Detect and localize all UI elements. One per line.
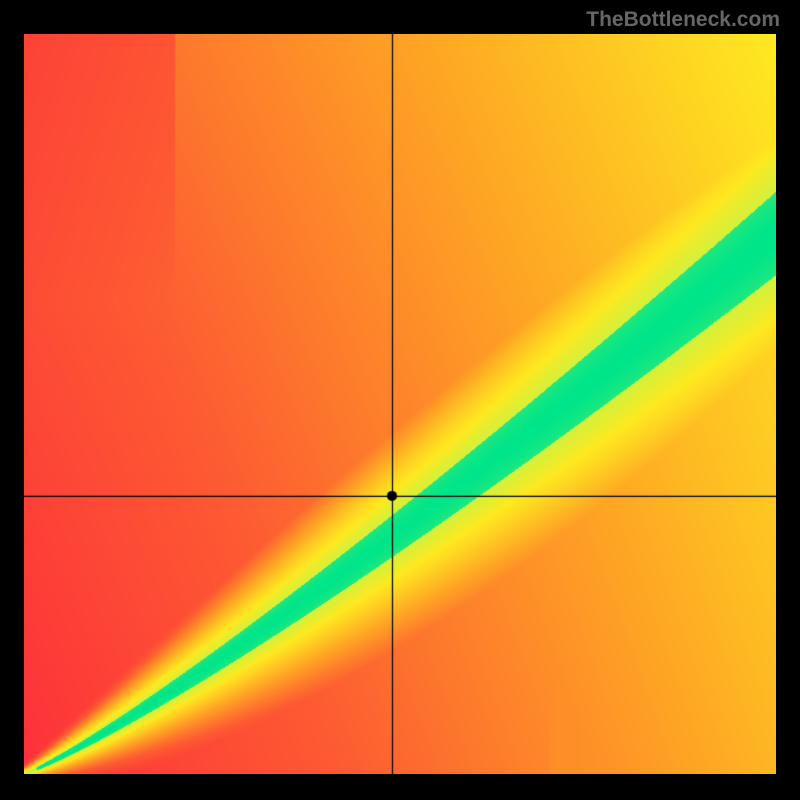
watermark-text: TheBottleneck.com xyxy=(586,8,780,32)
bottleneck-heatmap xyxy=(24,34,776,774)
heatmap-canvas xyxy=(24,34,776,774)
